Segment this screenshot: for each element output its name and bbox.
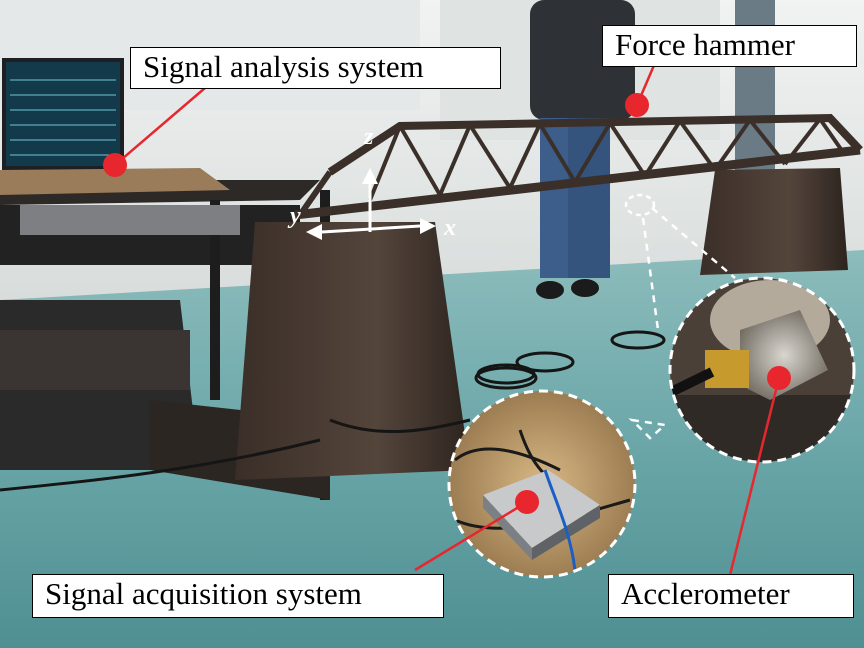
- daq-inset-border: [447, 389, 637, 579]
- truss-bridge: [294, 113, 863, 220]
- marker-accelerometer: [767, 366, 791, 390]
- laptop: [0, 58, 240, 235]
- coordinate-axes: [306, 168, 436, 240]
- marker-force-hammer: [625, 93, 649, 117]
- label-signal-acquisition-system: Signal acquisition system: [32, 574, 444, 618]
- label-accelerometer: Acclerometer: [608, 574, 854, 618]
- axis-z-label: z: [364, 124, 374, 150]
- right-pier: [700, 168, 848, 275]
- marker-signal-acquisition: [515, 490, 539, 514]
- cables: [0, 330, 666, 492]
- axis-y-label: y: [290, 203, 301, 229]
- callout-dashes: [628, 207, 736, 440]
- axis-x-label: x: [444, 215, 456, 241]
- daq-inset: [449, 391, 635, 577]
- sensor-mark: [624, 193, 656, 217]
- accelerometer-inset-border: [668, 276, 856, 464]
- left-pier: [235, 222, 470, 480]
- marker-signal-analysis: [103, 153, 127, 177]
- label-force-hammer: Force hammer: [602, 25, 857, 67]
- label-signal-analysis-system: Signal analysis system: [130, 47, 501, 89]
